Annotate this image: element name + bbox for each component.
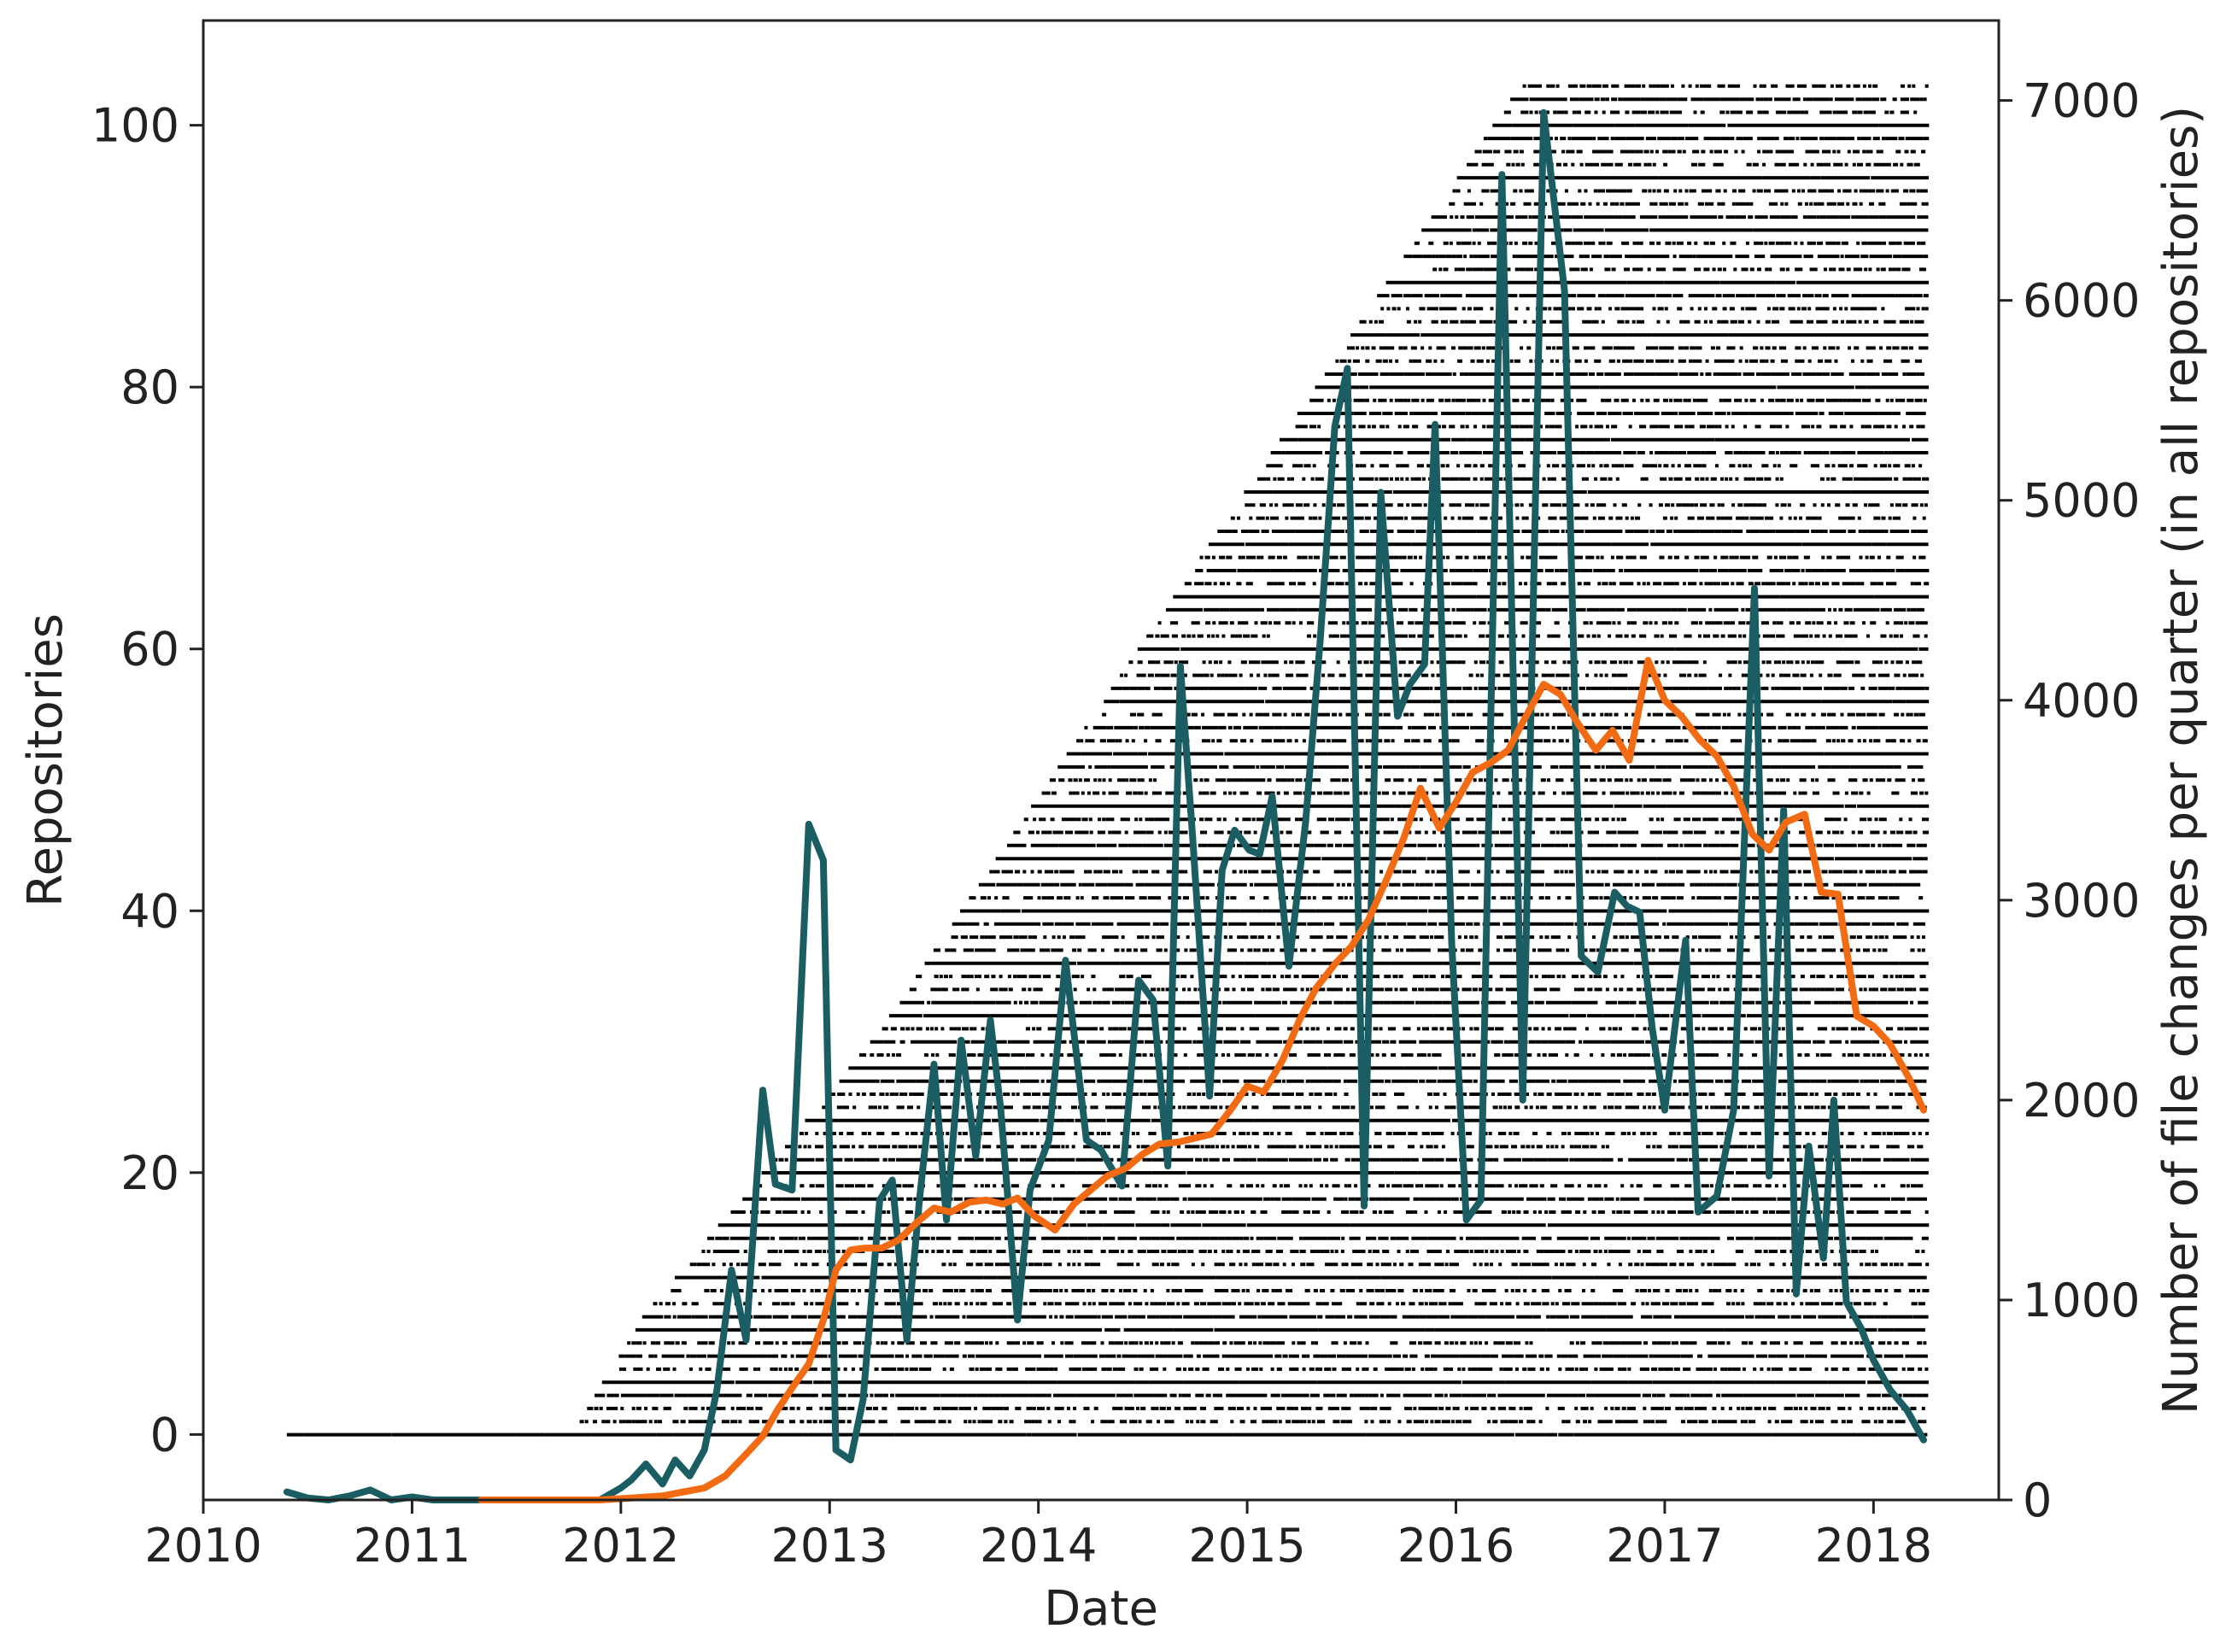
x-tick-label: 2012 <box>562 1519 679 1573</box>
right-y-axis-title: Number of file changes per quarter (in a… <box>2153 106 2209 1415</box>
x-tick-label: 2016 <box>1397 1519 1514 1573</box>
right-y-tick-label: 5000 <box>2023 474 2140 528</box>
left-y-tick-label: 100 <box>91 99 179 153</box>
left-y-tick-label: 20 <box>120 1146 179 1200</box>
right-y-tick-label: 6000 <box>2023 274 2140 328</box>
right-y-tick-label: 1000 <box>2023 1274 2140 1327</box>
x-tick-label: 2010 <box>144 1519 261 1573</box>
x-tick-label: 2011 <box>354 1519 471 1573</box>
right-y-tick-label: 2000 <box>2023 1074 2140 1128</box>
right-y-tick-label: 3000 <box>2023 874 2140 928</box>
x-tick-label: 2018 <box>1815 1519 1932 1573</box>
left-y-tick-label: 40 <box>120 884 179 938</box>
right-y-tick-label: 4000 <box>2023 674 2140 728</box>
x-axis-title: Date <box>1044 1581 1158 1637</box>
left-y-tick-label: 0 <box>150 1408 179 1462</box>
axes: 2010 2011 2012 2013 2014 2015 2016 2017 2018 0 20 4… <box>91 74 2141 1573</box>
left-y-tick-label: 60 <box>120 623 179 677</box>
x-tick-label: 2015 <box>1188 1519 1305 1573</box>
series-lines <box>283 108 1927 1503</box>
plot-frame <box>202 19 2000 1502</box>
series-line-1 <box>283 108 1927 1503</box>
left-y-axis-title: Repositories <box>18 613 73 907</box>
x-tick-label: 2013 <box>771 1519 888 1573</box>
right-y-tick-label: 7000 <box>2023 74 2140 128</box>
right-y-tick-label: 0 <box>2023 1473 2052 1527</box>
x-tick-label: 2014 <box>980 1519 1097 1573</box>
series-line-2 <box>477 657 1927 1503</box>
x-tick-label: 2017 <box>1606 1519 1723 1573</box>
left-y-tick-label: 80 <box>120 360 179 414</box>
